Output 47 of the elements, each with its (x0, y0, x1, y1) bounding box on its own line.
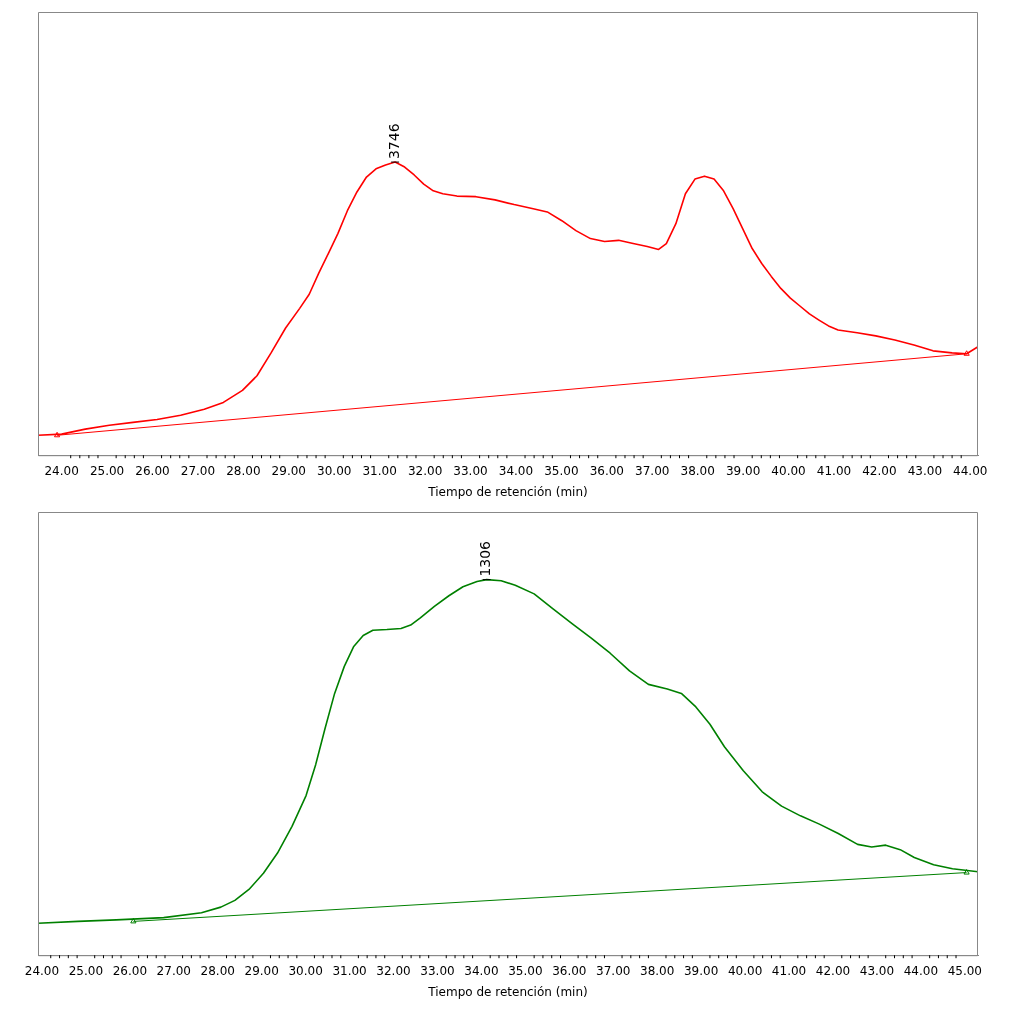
x-tick-label: 30.00 (317, 463, 352, 478)
x-tick-label: 43.00 (907, 463, 943, 478)
x-tick-label: 36.00 (552, 963, 587, 978)
x-tick-label: 38.00 (680, 463, 715, 478)
x-tick-label: 44.00 (953, 463, 988, 478)
annotation: 3746 (385, 123, 402, 160)
x-tick-label: 28.00 (226, 463, 261, 478)
x-tick-label: 29.00 (244, 963, 279, 978)
x-tick-label: 34.00 (464, 963, 499, 978)
x-tick-label: 41.00 (771, 963, 807, 978)
x-tick-label: 28.00 (200, 963, 235, 978)
x-tick-label: 31.00 (332, 963, 367, 978)
x-tick-label: 38.00 (640, 963, 675, 978)
x-tick-label: 33.00 (453, 463, 488, 478)
x-tick-label: 27.00 (156, 963, 191, 978)
x-tick-label: 35.00 (508, 963, 543, 978)
x-tick-label: 32.00 (407, 463, 443, 478)
x-tick-label: 29.00 (271, 463, 306, 478)
x-tick-label: 44.00 (903, 963, 939, 978)
x-tick-label: 30.00 (288, 963, 323, 978)
x-tick-label: 26.00 (135, 463, 170, 478)
x-tick-label: 41.00 (816, 463, 852, 478)
x-axis-title: Tiempo de retención (min) (427, 484, 588, 499)
x-tick-label: 39.00 (725, 463, 761, 478)
x-tick-label: 45.00 (947, 963, 982, 978)
x-axis-title: Tiempo de retención (min) (427, 984, 588, 999)
x-tick-label: 36.00 (589, 463, 624, 478)
x-tick-label: 39.00 (683, 963, 719, 978)
x-tick-label: 33.00 (420, 963, 455, 978)
x-tick-label: 32.00 (376, 963, 411, 978)
x-tick-label: 26.00 (112, 963, 148, 978)
annotation: 1306 (477, 540, 494, 577)
x-tick-label: 24.00 (24, 963, 60, 978)
x-tick-label: 25.00 (89, 463, 125, 478)
x-tick-label: 24.00 (44, 463, 79, 478)
x-tick-label: 42.00 (815, 963, 851, 978)
x-tick-label: 37.00 (596, 963, 631, 978)
x-tick-label: 37.00 (635, 463, 670, 478)
x-tick-label: 31.00 (362, 463, 397, 478)
x-tick-label: 42.00 (862, 463, 897, 478)
x-tick-label: 35.00 (544, 463, 579, 478)
x-tick-label: 43.00 (859, 963, 895, 978)
x-tick-label: 27.00 (180, 463, 216, 478)
x-tick-label: 40.00 (771, 463, 806, 478)
x-tick-label: 25.00 (68, 963, 104, 978)
x-tick-label: 34.00 (498, 463, 534, 478)
x-tick-label: 40.00 (727, 963, 763, 978)
